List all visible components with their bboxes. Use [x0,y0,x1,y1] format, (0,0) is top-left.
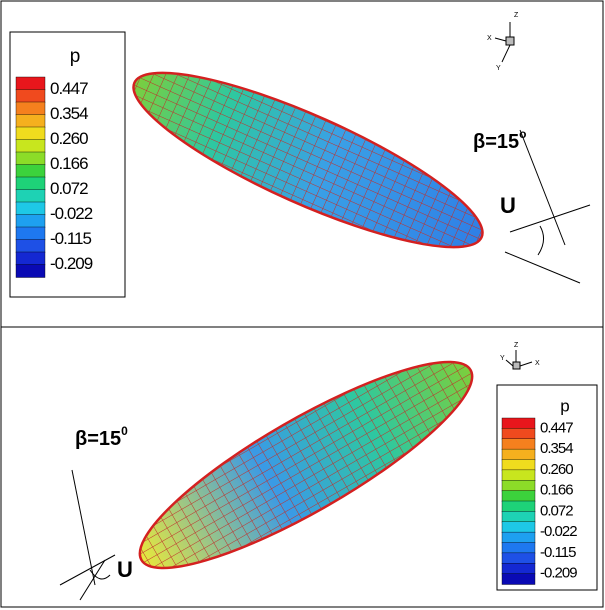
axis-label: X [487,35,492,42]
legend-level: -0.022 [540,523,577,540]
legend-level: -0.022 [50,204,93,223]
ellipsoid [118,330,493,600]
legend-level: -0.115 [540,544,576,561]
color-band [16,252,45,265]
color-band [502,418,535,429]
axis-label: Z [514,342,519,349]
color-band [502,480,535,491]
color-band [16,102,45,115]
color-band [502,449,535,460]
color-band [502,522,535,533]
legend-level: 0.166 [50,154,88,173]
ellipsoid [117,43,500,278]
angle-text: β=15 [473,131,519,153]
color-band [502,439,535,450]
color-band [16,115,45,128]
legend-level: -0.115 [50,229,91,248]
color-band [16,202,45,215]
figure: p 0.447 0.354 0.260 0.166 0.072 -0.022 -0.115 -0… [0,0,605,610]
color-band [16,190,45,203]
angle-superscript: 0 [121,424,128,438]
legend-level: 0.072 [50,179,88,198]
color-band [16,215,45,228]
flow-label: U [117,557,133,582]
legend-level: 0.447 [540,419,573,436]
legend-level: 0.354 [50,104,88,123]
legend-title: p [70,46,81,67]
legend-level: 0.260 [540,461,573,478]
flow-label: U [500,193,516,218]
angle-superscript: o [519,127,526,141]
color-band [16,90,45,103]
color-band [502,491,535,502]
legend-level: -0.209 [540,565,577,582]
axis-label: Z [514,12,519,19]
color-band [502,501,535,512]
color-band [16,152,45,165]
legend-level: 0.260 [50,129,88,148]
color-band [502,574,535,585]
color-band [16,165,45,178]
color-band [502,428,535,439]
color-band [16,240,45,253]
color-band [16,140,45,153]
color-band [502,532,535,543]
color-band [16,227,45,240]
legend-level: -0.209 [50,254,93,273]
legend-level: 0.072 [540,502,573,519]
axis-label: Y [500,355,505,362]
color-band [502,563,535,574]
legend-title: p [560,396,569,415]
color-band [502,470,535,481]
axis-label: X [535,360,540,367]
color-band [16,127,45,140]
color-band [502,511,535,522]
angle-text: β=15 [75,428,121,450]
color-band [502,460,535,471]
legend-level: 0.447 [50,79,88,98]
color-band [16,77,45,90]
legend-level: 0.166 [540,482,573,499]
angle-label: β=15o [473,127,526,153]
legend-level: 0.354 [540,440,573,457]
color-band [502,553,535,564]
color-band [16,265,45,278]
color-band [502,543,535,554]
axis-label: Y [496,65,501,72]
color-band [16,177,45,190]
angle-label: β=150 [75,424,128,450]
